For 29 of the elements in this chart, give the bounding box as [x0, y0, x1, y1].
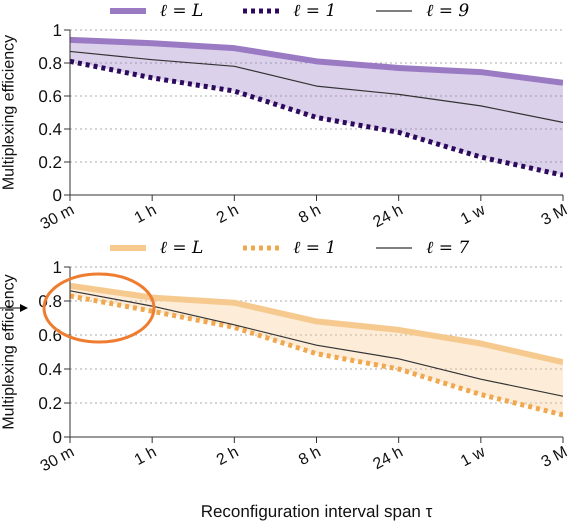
x-tick-label: 24 h	[370, 202, 406, 232]
legend-label: ℓ = 7	[426, 238, 470, 258]
x-tick-label: 2 h	[214, 202, 242, 228]
y-tick-label: 0.6	[38, 87, 62, 106]
x-tick-label: 1 h	[132, 202, 160, 228]
y-tick-label: 0.2	[38, 153, 62, 172]
y-tick-label: 0.2	[38, 394, 62, 414]
x-tick-label: 8 h	[296, 444, 324, 470]
y-tick-label: 1	[52, 258, 62, 278]
y-axis-title: Multiplexing efficiency	[0, 274, 18, 430]
legend-label: ℓ = 1	[293, 1, 336, 21]
y-tick-label: 0.4	[38, 360, 62, 380]
y-tick-label: 0.8	[38, 54, 62, 74]
x-tick-label: 3 M	[538, 444, 570, 472]
legend-label: ℓ = 9	[426, 1, 470, 21]
legend-label: ℓ = 1	[293, 238, 336, 258]
x-tick-label: 1 w	[458, 443, 488, 470]
legend-label: ℓ = L	[160, 238, 204, 258]
legend-label: ℓ = L	[160, 1, 204, 21]
x-tick-label: 24 h	[370, 444, 406, 474]
y-tick-label: 0.4	[38, 120, 62, 140]
x-tick-label: 1 h	[132, 444, 160, 470]
x-axis-title: Reconfiguration interval span τ	[200, 502, 433, 521]
x-tick-label: 8 h	[296, 202, 324, 228]
x-tick-label: 2 h	[214, 444, 242, 470]
x-tick-label: 3 M	[538, 202, 570, 230]
x-tick-label: 1 w	[458, 201, 488, 228]
y-axis-title: Multiplexing efficiency	[0, 34, 18, 190]
y-tick-label: 1	[52, 21, 62, 40]
